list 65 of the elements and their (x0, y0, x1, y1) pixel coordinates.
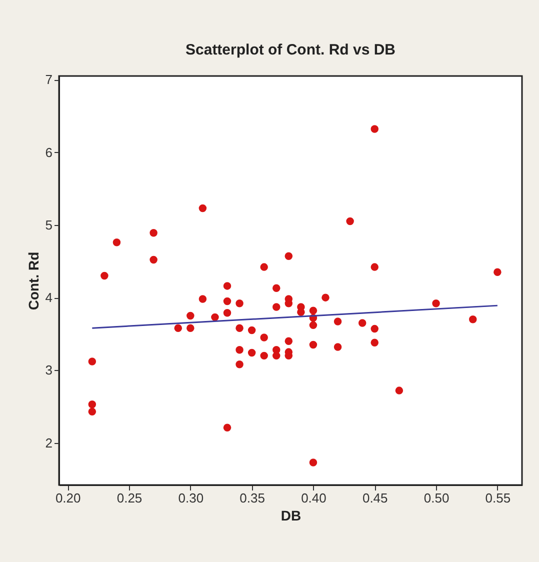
point (346, 217, 354, 226)
point (309, 321, 318, 330)
point (112, 238, 121, 246)
point (322, 294, 330, 302)
point (370, 324, 378, 333)
point (309, 458, 318, 466)
point (284, 252, 293, 260)
x-tick-label: 0.25 (116, 490, 142, 506)
x-tick-label: 0.50 (424, 490, 450, 506)
point (309, 340, 318, 349)
point (236, 360, 244, 368)
y-axis-title: Cont. Rd (25, 252, 42, 310)
point (432, 300, 440, 308)
y-tick-label: 2 (45, 435, 52, 450)
point (186, 324, 194, 332)
point (260, 334, 268, 342)
point (284, 337, 293, 346)
y-tick-label: 4 (45, 290, 52, 306)
point (88, 400, 96, 408)
point (395, 386, 404, 394)
point (150, 256, 158, 264)
y-tick-label: 3 (45, 362, 52, 378)
point (150, 229, 158, 237)
point (223, 308, 232, 317)
x-tick-label: 0.45 (362, 490, 388, 506)
point (211, 313, 219, 322)
y-tick-label: 7 (45, 72, 52, 88)
x-tick-label: 0.55 (485, 490, 511, 506)
point (248, 326, 256, 334)
point (309, 306, 318, 315)
y-tick-label: 5 (45, 217, 52, 232)
x-tick-label: 0.35 (240, 490, 265, 506)
point (494, 268, 502, 276)
point (88, 358, 96, 366)
point (236, 300, 244, 308)
point (272, 303, 280, 311)
point (370, 263, 378, 271)
point (334, 343, 342, 351)
point (469, 316, 477, 324)
x-tick-label: 0.30 (178, 490, 204, 506)
x-tick-label: 0.40 (301, 490, 326, 506)
point (88, 408, 96, 416)
chart-title: Scatterplot of Cont. Rd vs DB (185, 42, 396, 59)
x-axis-title: DB (280, 508, 302, 524)
point (186, 312, 194, 320)
y-tick-label: 6 (45, 144, 52, 160)
point (223, 297, 232, 306)
point (248, 348, 256, 357)
point (272, 284, 280, 292)
point (370, 125, 378, 133)
point (272, 352, 280, 360)
point (223, 282, 232, 290)
point (370, 338, 378, 346)
point (198, 204, 207, 212)
point (223, 424, 232, 432)
point (100, 272, 108, 280)
point (198, 295, 207, 303)
point (174, 324, 182, 332)
point (236, 324, 244, 332)
x-tick-label: 0.20 (55, 490, 81, 506)
point (334, 318, 342, 326)
point (236, 346, 244, 354)
point (260, 352, 268, 360)
point (260, 263, 268, 271)
point (358, 319, 366, 327)
